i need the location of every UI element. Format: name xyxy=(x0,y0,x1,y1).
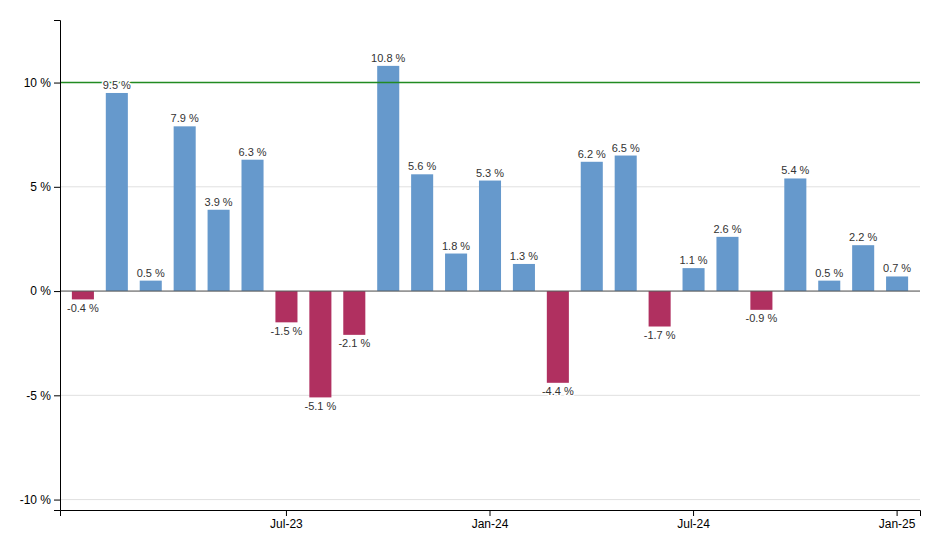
x-tick: Jul-24 xyxy=(677,510,710,531)
x-tick-label: Jul-24 xyxy=(677,517,710,531)
bars xyxy=(60,66,920,398)
y-tick-mark xyxy=(54,187,60,188)
data-label: -0.9 % xyxy=(746,312,778,324)
bar xyxy=(683,268,705,291)
data-label: 2.6 % xyxy=(713,223,741,235)
x-tick-mark xyxy=(490,510,491,516)
bar xyxy=(886,276,908,291)
data-label: 3.9 % xyxy=(205,196,233,208)
bar xyxy=(581,162,603,291)
y-tick-label: -10 % xyxy=(20,493,52,507)
bar xyxy=(547,291,569,383)
bar xyxy=(445,254,467,292)
x-tick-label: Jan-25 xyxy=(879,517,916,531)
data-label: 5.6 % xyxy=(408,160,436,172)
data-label: 7.9 % xyxy=(171,112,199,124)
bar xyxy=(343,291,365,335)
data-label: 0.5 % xyxy=(815,267,843,279)
grid xyxy=(60,83,920,500)
grid-line xyxy=(60,291,920,292)
y-tick: 5 % xyxy=(30,180,60,194)
bar xyxy=(174,126,196,291)
bar xyxy=(275,291,297,322)
bar xyxy=(649,291,671,326)
y-tick: 0 % xyxy=(30,284,60,298)
data-label: 9.5 % xyxy=(103,79,131,91)
y-tick-label: 10 % xyxy=(24,76,52,90)
bar xyxy=(479,181,501,292)
x-tick-mark xyxy=(286,510,287,516)
y-tick-label: 0 % xyxy=(30,284,51,298)
chart: -0.4 % 9.5 % 0.5 % 7.9 % 3.9 % 6.3 % -1.5 % -5.… xyxy=(0,0,940,550)
plot: -0.4 % 9.5 % 0.5 % 7.9 % 3.9 % 6.3 % -1.5 % -5.… xyxy=(20,21,921,531)
y-tick-label: -5 % xyxy=(26,389,51,403)
x-tick-label: Jul-23 xyxy=(270,517,303,531)
y-tick: 10 % xyxy=(24,76,60,90)
bar xyxy=(208,210,230,291)
x-tick-mark xyxy=(897,510,898,516)
grid-line xyxy=(60,499,920,500)
data-label: 1.3 % xyxy=(510,250,538,262)
data-label: 1.1 % xyxy=(679,254,707,266)
data-label: -0.4 % xyxy=(67,302,99,314)
bar xyxy=(106,93,128,291)
data-label: 6.2 % xyxy=(578,148,606,160)
data-labels: -0.4 % 9.5 % 0.5 % 7.9 % 3.9 % 6.3 % -1.5 % -5.… xyxy=(67,52,911,412)
data-label: 0.5 % xyxy=(137,267,165,279)
data-label: -2.1 % xyxy=(338,337,370,349)
reference-line xyxy=(60,82,920,84)
grid-line xyxy=(60,82,920,83)
y-tick-mark xyxy=(54,500,60,501)
data-label: 5.4 % xyxy=(781,164,809,176)
data-label: 5.3 % xyxy=(476,167,504,179)
bar xyxy=(513,264,535,291)
data-label: -4.4 % xyxy=(542,385,574,397)
data-label: 1.8 % xyxy=(442,240,470,252)
x-axis: Jul-23 Jan-24 Jul-24 Jan-25 xyxy=(61,510,921,531)
bar xyxy=(377,66,399,291)
bar xyxy=(241,160,263,291)
y-tick-mark xyxy=(54,395,60,396)
x-tick: Jan-25 xyxy=(879,510,916,531)
y-tick: -5 % xyxy=(26,389,60,403)
y-axis-line xyxy=(54,21,61,511)
y-tick-mark xyxy=(54,291,60,292)
y-tick-label: 5 % xyxy=(30,180,51,194)
data-label: 10.8 % xyxy=(371,52,405,64)
x-tick: Jul-23 xyxy=(270,510,303,531)
bar xyxy=(784,178,806,291)
data-label: 6.3 % xyxy=(238,146,266,158)
bar xyxy=(411,174,433,291)
bar xyxy=(852,245,874,291)
x-tick-mark xyxy=(693,510,694,516)
data-label: -1.7 % xyxy=(644,329,676,341)
data-label: -5.1 % xyxy=(304,400,336,412)
bar xyxy=(615,156,637,292)
bar xyxy=(818,281,840,291)
data-label: 6.5 % xyxy=(612,142,640,154)
x-tick-label: Jan-24 xyxy=(472,517,509,531)
bar xyxy=(716,237,738,291)
bar xyxy=(140,281,162,291)
bar xyxy=(309,291,331,397)
data-label: -1.5 % xyxy=(271,325,303,337)
y-tick-mark xyxy=(54,83,60,84)
bar xyxy=(750,291,772,310)
data-label: 2.2 % xyxy=(849,231,877,243)
data-label: 0.7 % xyxy=(883,262,911,274)
grid-line xyxy=(60,395,920,396)
x-tick: Jan-24 xyxy=(472,510,509,531)
y-axis: -10 % -5 % 0 % 5 % 10 % xyxy=(20,21,61,511)
x-axis-line xyxy=(61,511,921,517)
bar xyxy=(72,291,94,299)
baseline xyxy=(60,291,920,292)
y-tick: -10 % xyxy=(20,493,60,507)
